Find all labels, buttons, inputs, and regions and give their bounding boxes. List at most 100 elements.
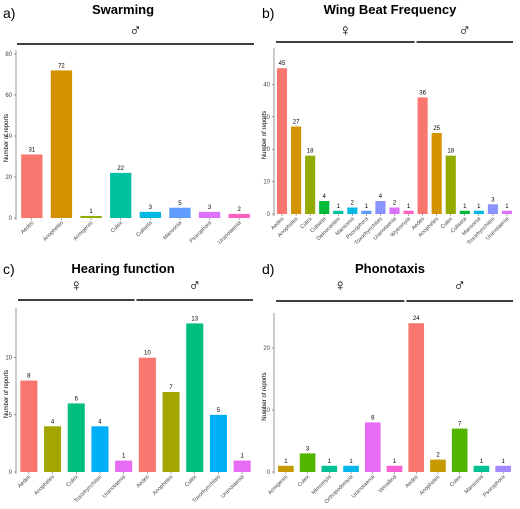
bar <box>430 459 446 472</box>
bar-value-label: 3 <box>149 205 153 211</box>
bar-value-label: 72 <box>58 63 65 69</box>
bar-value-label: 22 <box>117 166 124 172</box>
bar <box>445 155 456 214</box>
bar <box>209 414 227 472</box>
x-tick-label: Psorophora <box>189 220 214 245</box>
bar-value-label: 2 <box>436 453 440 459</box>
bar <box>305 155 316 214</box>
bar <box>403 210 414 214</box>
bar <box>20 380 38 472</box>
x-tick-label: Aedes <box>404 474 419 489</box>
bar-value-label: 1 <box>505 204 509 210</box>
bar-value-label: 2 <box>351 201 355 207</box>
y-axis-label: Number of reports <box>4 114 10 162</box>
bar-value-label: 4 <box>379 194 383 200</box>
sex-symbol: ♀ <box>339 21 352 40</box>
bar <box>44 426 62 472</box>
bar-value-label: 1 <box>463 204 467 210</box>
x-tick-label: Anopheles <box>42 220 65 243</box>
bar <box>417 97 428 214</box>
bar <box>321 465 338 472</box>
bar-value-label: 18 <box>447 149 454 155</box>
bar-value-label: 1 <box>393 459 397 465</box>
panel-title: Swarming <box>92 2 154 17</box>
bar-value-label: 3 <box>306 446 310 452</box>
bar-value-label: 7 <box>458 422 462 428</box>
bar-value-label: 1 <box>349 459 353 465</box>
y-tick-label: 0 <box>9 216 13 222</box>
y-tick-label: 20 <box>5 175 12 181</box>
bar-value-label: 1 <box>89 209 93 215</box>
bar <box>386 465 403 472</box>
bar <box>408 323 425 472</box>
y-tick-label: 30 <box>263 115 270 121</box>
bar <box>278 465 294 472</box>
y-axis-label: Number of reports <box>4 370 10 418</box>
bar-value-label: 1 <box>328 459 332 465</box>
bar-value-label: 1 <box>284 459 288 465</box>
bar-value-label: 36 <box>419 90 426 96</box>
sex-symbol: ♂ <box>188 276 201 295</box>
bar-value-label: 25 <box>433 126 440 132</box>
bar-value-label: 4 <box>323 194 327 200</box>
bar <box>228 213 250 218</box>
y-tick-label: 60 <box>5 93 12 99</box>
bar-value-label: 1 <box>337 204 341 210</box>
x-tick-label: Culex <box>449 474 463 488</box>
panel-label: b) <box>262 5 274 21</box>
bar-value-label: 18 <box>307 149 314 155</box>
bar <box>473 210 484 214</box>
x-tick-label: Uranotaenia <box>351 474 377 500</box>
bar-value-label: 4 <box>51 419 55 425</box>
y-tick-label: 10 <box>263 408 270 414</box>
bar <box>138 357 156 472</box>
x-tick-label: Aedes <box>20 220 35 235</box>
bar-value-label: 1 <box>480 459 484 465</box>
bar <box>67 403 85 472</box>
x-tick-label: Psorophora <box>482 474 507 499</box>
y-tick-label: 20 <box>263 147 270 153</box>
bar <box>169 207 191 218</box>
x-tick-label: Armigeres <box>267 474 289 496</box>
y-tick-label: 40 <box>5 134 12 140</box>
bar-value-label: 1 <box>240 454 244 460</box>
x-tick-label: Culex <box>184 474 198 488</box>
bar-value-label: 2 <box>238 207 242 213</box>
bar-value-label: 27 <box>293 120 300 126</box>
y-tick-label: 10 <box>263 180 270 186</box>
y-tick-label: 10 <box>5 356 12 362</box>
bar <box>343 465 359 472</box>
bar <box>389 207 400 214</box>
y-tick-label: 20 <box>263 346 270 352</box>
x-tick-label: Uranotaenia <box>217 220 243 246</box>
x-tick-label: Culex <box>65 474 79 488</box>
x-tick-label: Uranotaenia <box>220 474 246 500</box>
bar-value-label: 10 <box>144 351 151 357</box>
x-tick-label: Mansonia <box>162 220 184 242</box>
bar <box>347 207 358 214</box>
bar-value-label: 6 <box>75 396 79 402</box>
y-tick-label: 80 <box>5 52 12 58</box>
sex-symbol: ♂ <box>453 276 466 295</box>
bar <box>162 392 180 472</box>
bar-value-label: 1 <box>122 454 126 460</box>
bar-value-label: 1 <box>365 204 369 210</box>
x-tick-label: Culex <box>110 220 124 234</box>
bar <box>110 172 132 218</box>
bar <box>319 201 330 214</box>
panel-label: d) <box>262 261 274 277</box>
bar <box>431 133 442 214</box>
bar-value-label: 13 <box>191 316 198 322</box>
bar-value-label: 1 <box>477 204 481 210</box>
panel-title: Wing Beat Frequency <box>324 2 458 17</box>
x-tick-label: Anopheles <box>419 474 442 497</box>
y-axis-label: Number of reports <box>262 111 268 159</box>
x-tick-label: Mansonia <box>464 474 486 496</box>
x-tick-label: Verrallina <box>377 474 398 495</box>
bar-value-label: 2 <box>393 201 397 207</box>
bar <box>233 460 251 472</box>
x-tick-label: Aedes <box>135 474 150 489</box>
bar-value-label: 4 <box>98 419 102 425</box>
bar <box>333 210 344 214</box>
